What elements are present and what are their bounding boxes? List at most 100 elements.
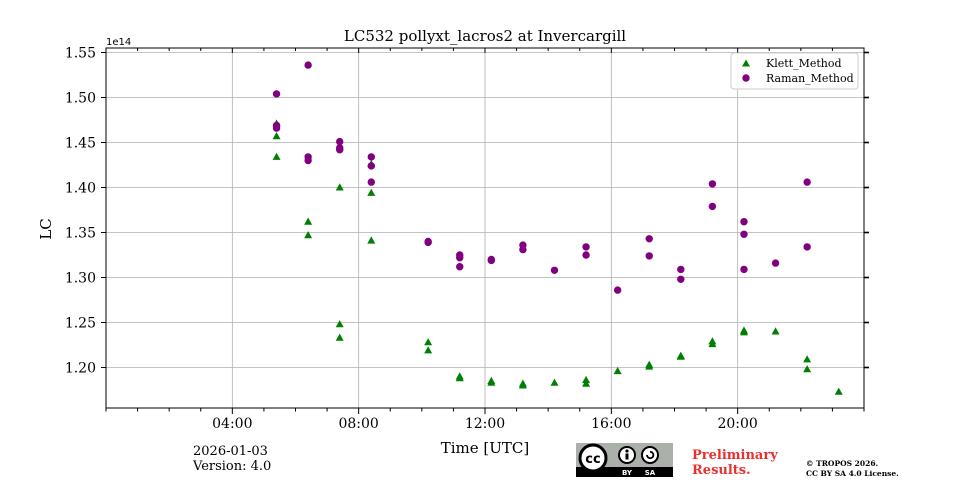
grid-lines [106,48,864,408]
klett-point [367,236,376,244]
raman-point [456,254,464,262]
sa-share-icon [641,446,659,464]
klett-point [335,333,344,341]
klett-point [582,379,591,387]
x-tick-label: 16:00 [591,416,631,432]
x-tick-label: 20:00 [717,416,757,432]
klett-point [613,366,622,375]
copyright-line-1: © TROPOS 2026. [806,459,879,468]
raman-point [613,286,622,294]
x-axis-label: Time [UTC] [441,439,530,457]
y-tick-label: 1.25 [65,316,96,332]
x-tick-label: 04:00 [212,416,252,432]
preliminary-line-2: Results. [692,463,751,478]
raman-point [336,146,344,154]
klett-point [272,132,281,140]
klett-point [424,346,433,354]
raman-point [367,178,375,186]
klett-point [803,365,812,373]
klett-point [455,374,464,382]
raman-point [740,265,748,274]
by-text: BY [622,469,633,477]
raman-point [487,256,496,265]
klett-point [335,183,344,191]
legend: Klett_Method Raman_Method [730,52,859,90]
klett-point [676,352,685,360]
sa-arrow-arc [646,450,655,460]
legend-label-raman: Raman_Method [766,72,854,85]
data-points [272,61,843,395]
raman-point [272,90,281,98]
klett-point [518,381,527,389]
klett-point [550,378,559,386]
raman-point [367,153,375,161]
raman-point [740,230,748,238]
raman-point [645,235,653,243]
by-person-head [625,449,629,453]
x-tick-label: 08:00 [338,416,378,432]
raman-point [367,162,375,170]
raman-point [708,180,717,188]
y-tick-label: 1.30 [65,271,96,287]
cc-text: cc [585,452,600,467]
y-tick-label: 1.55 [65,46,96,62]
raman-point [803,178,811,186]
klett-point [335,320,344,328]
klett-point [739,328,748,336]
cc-circle-icon [578,443,608,473]
y-tick-label: 1.35 [65,226,96,242]
klett-point [304,217,313,225]
chart-title: LC532 pollyxt_lacros2 at Invercargill [344,27,626,45]
raman-point [519,245,527,254]
klett-point [645,362,654,370]
raman-point [272,124,281,132]
raman-point [677,275,685,283]
legend-label-klett: Klett_Method [766,57,842,70]
legend-marker-raman [742,74,750,82]
klett-point [367,188,376,196]
raman-point [456,263,464,271]
klett-point [487,378,496,386]
badge-footer-bar [576,467,673,477]
raman-point [304,156,312,165]
cc-by-sa-icon: cc BY SA [576,443,673,477]
y-axis-label: LC [37,218,55,239]
klett-point [272,152,281,160]
raman-point [803,243,811,251]
copyright-notice: © TROPOS 2026. CC BY SA 4.0 License. [806,459,899,479]
preliminary-line-1: Preliminary [692,448,778,463]
klett-point [304,231,313,239]
x-tick-label: 12:00 [465,416,505,432]
klett-point [834,387,843,395]
legend-box [730,52,859,90]
legend-marker-klett [742,59,750,67]
klett-point [424,338,433,346]
version-label: Version: 4.0 [193,459,272,474]
klett-point [708,339,717,348]
raman-point [336,137,344,146]
y-tick-label: 1.45 [65,136,96,152]
raman-point [582,251,590,259]
y-tick-label: 1.20 [65,361,96,377]
raman-point [708,202,717,211]
axis-ticks: 04:00 08:00 12:00 16:00 20:00 1.20 1.25 1.30 1.3… [65,46,869,432]
y-tick-label: 1.50 [65,91,96,107]
klett-point [803,355,812,363]
raman-point [424,238,432,247]
y-tick-label: 1.40 [65,181,96,197]
klett-point [771,327,780,335]
raman-point [550,266,559,274]
raman-point [304,61,312,69]
copyright-line-2: CC BY SA 4.0 License. [806,469,899,478]
y-offset-label: 1e14 [106,37,131,48]
preliminary-notice: Preliminary Results. [692,448,778,478]
date-label: 2026-01-03 [193,444,268,459]
raman-point [645,252,653,260]
by-person-body [625,453,629,460]
sa-text: SA [645,469,656,477]
raman-point [771,259,780,267]
raman-point [677,265,685,274]
raman-point [582,243,590,251]
raman-point [740,218,748,226]
